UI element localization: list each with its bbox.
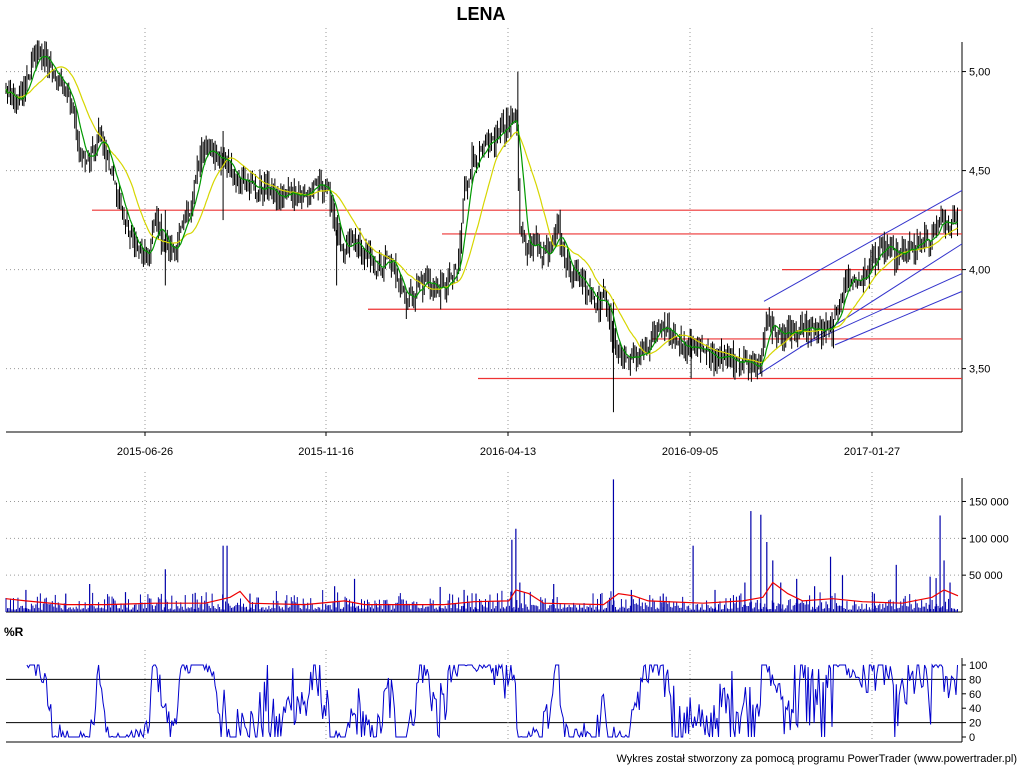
- williams-axis-label: 0: [969, 732, 975, 744]
- date-axis-label: 2015-11-16: [298, 446, 353, 458]
- volume-axis-label: 150 000: [969, 496, 1009, 508]
- price-axis-label: 4,50: [969, 166, 990, 178]
- date-axis-label: 2016-04-13: [480, 446, 536, 458]
- williams-axis-label: 60: [969, 689, 981, 701]
- williams-axis-label: 80: [969, 674, 981, 686]
- trend-line: [799, 273, 963, 348]
- price-panel: 3,50 4,00 4,50 5,00 2015-06-26 2015-11-16 2016…: [5, 28, 990, 458]
- williams-panel-title: %R: [4, 625, 24, 639]
- williams-panel: %R 0 20 40 60 80 100: [4, 625, 987, 744]
- price-axis-label: 3,50: [969, 364, 990, 376]
- date-axis-label: 2016-09-05: [662, 446, 718, 458]
- volume-axis-label: 100 000: [969, 533, 1009, 545]
- williams-axis-label: 100: [969, 660, 987, 672]
- williams-axis-label: 40: [969, 703, 981, 715]
- moving-average-short: [5, 55, 958, 367]
- trend-line: [763, 189, 963, 302]
- chart-title: LENA: [457, 4, 506, 24]
- volume-average-line: [5, 581, 959, 606]
- volume-panel: 50 000 100 000 150 000: [5, 472, 1009, 613]
- trend-line: [834, 290, 963, 346]
- williams-axis-label: 20: [969, 718, 981, 730]
- moving-average-long: [5, 66, 958, 364]
- date-axis-label: 2017-01-27: [844, 446, 900, 458]
- price-axis-label: 4,00: [969, 265, 990, 277]
- date-axis-label: 2015-06-26: [117, 446, 173, 458]
- footer-credit: Wykres został stworzony za pomocą progra…: [616, 753, 1017, 765]
- trend-line: [757, 243, 963, 375]
- price-axis-label: 5,00: [969, 67, 990, 79]
- volume-axis-label: 50 000: [969, 570, 1003, 582]
- williams-r-line: [26, 663, 958, 739]
